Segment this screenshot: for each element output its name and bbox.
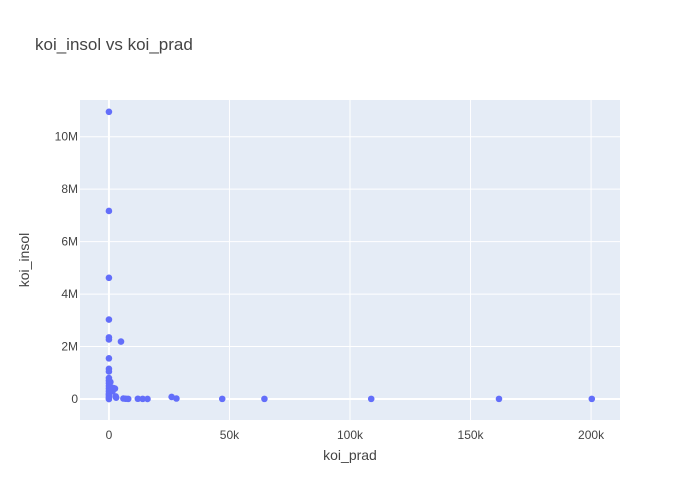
data-point xyxy=(218,395,226,403)
y-tick-label: 6M xyxy=(61,235,78,249)
data-point xyxy=(105,355,113,362)
data-point xyxy=(111,385,119,392)
data-point xyxy=(105,316,113,323)
y-axis-ticks: 0 2M 4M 6M 8M 10M xyxy=(55,130,79,406)
data-point xyxy=(367,395,375,403)
chart-title: koi_insol vs koi_prad xyxy=(35,35,193,54)
x-tick-label: 200k xyxy=(578,428,605,442)
data-point xyxy=(105,207,113,215)
y-tick-label: 4M xyxy=(61,287,78,301)
data-point xyxy=(105,108,113,116)
data-point xyxy=(495,395,503,403)
x-axis-title: koi_prad xyxy=(323,447,377,463)
data-point xyxy=(134,395,142,403)
x-tick-label: 50k xyxy=(220,428,240,442)
y-tick-label: 2M xyxy=(61,340,78,354)
x-tick-label: 0 xyxy=(106,428,113,442)
data-point xyxy=(139,395,146,403)
data-point xyxy=(112,394,120,402)
y-tick-label: 8M xyxy=(61,182,78,196)
data-point xyxy=(107,378,114,386)
y-tick-label: 0 xyxy=(71,392,78,406)
data-point xyxy=(117,338,125,345)
x-tick-label: 100k xyxy=(337,428,364,442)
x-axis-ticks: 0 50k 100k 150k 200k xyxy=(106,428,605,442)
data-point xyxy=(144,395,151,403)
y-axis-title: koi_insol xyxy=(16,233,32,287)
data-points xyxy=(105,108,596,403)
data-point xyxy=(105,368,113,375)
data-point xyxy=(105,274,113,282)
data-point xyxy=(261,395,268,403)
y-tick-label: 10M xyxy=(55,130,78,144)
data-point xyxy=(124,395,132,403)
grid xyxy=(80,100,620,420)
data-point xyxy=(105,395,113,403)
data-point xyxy=(105,336,113,343)
x-tick-label: 150k xyxy=(458,428,485,442)
data-point xyxy=(173,395,180,402)
data-point xyxy=(588,395,596,403)
